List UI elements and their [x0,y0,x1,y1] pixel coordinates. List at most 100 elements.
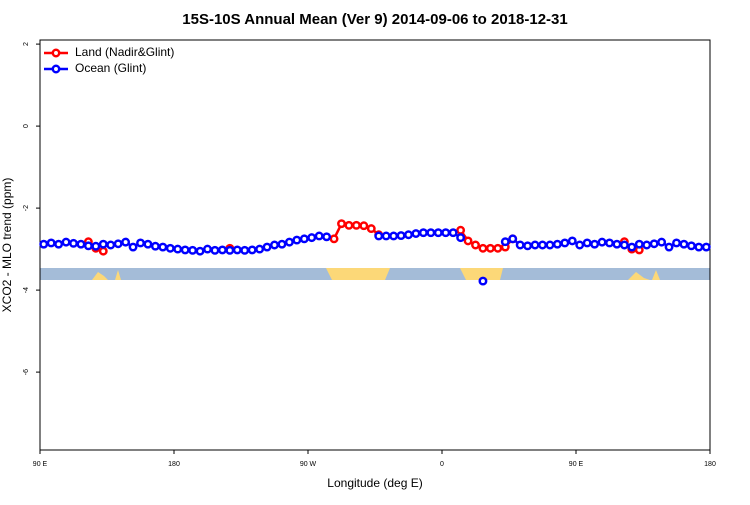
data-point [500,237,510,247]
data-point [374,231,384,241]
x-axis-label: Longitude (deg E) [327,476,422,490]
data-point [679,239,689,249]
data-point [165,243,175,253]
data-point [277,239,287,249]
land-strip [326,268,390,280]
data-point [98,246,108,256]
land-strip [92,272,108,280]
data-point [292,235,302,245]
land-strip [115,270,121,280]
x-tick-label: 180 [168,461,180,468]
legend-label: Ocean (Glint) [75,61,146,75]
y-tick-label: 2 [23,42,30,46]
data-point [433,228,443,238]
data-point [314,231,324,241]
data-point [493,243,503,253]
data-point [61,237,71,247]
data-point [441,228,451,238]
x-tick-label: 180 [704,461,716,468]
data-point [523,241,533,251]
data-point [701,242,711,252]
data-point [508,234,518,244]
x-tick-label: 90 W [300,461,317,468]
data-point [195,246,205,256]
data-point [694,242,704,252]
data-point [463,236,473,246]
data-point [448,228,458,238]
data-point [210,245,220,255]
data-point [381,231,391,241]
data-point [530,240,540,250]
land-strip [652,270,660,280]
data-point [560,238,570,248]
data-point [225,245,235,255]
data-point [426,228,436,238]
data-point [173,244,183,254]
land-strip [628,272,650,280]
land-strip [460,268,503,280]
data-point [284,237,294,247]
data-point [121,237,131,247]
data-point [389,231,399,241]
data-point [180,245,190,255]
data-point [478,276,488,286]
data-point [515,240,525,250]
data-point [262,242,272,252]
data-point [69,238,78,248]
data-point [590,239,600,249]
data-point [597,237,607,247]
data-point [351,220,361,230]
data-point [672,238,681,248]
data-point [337,219,346,229]
data-point [247,245,257,255]
data-point [471,240,480,250]
data-point [642,240,652,250]
x-tick-label: 90 E [33,461,48,468]
data-point [54,239,64,249]
data-point [456,225,466,235]
data-point [657,237,667,247]
data-point [686,241,696,251]
x-tick-label: 90 E [569,461,584,468]
data-point [366,224,376,234]
data-point [76,239,86,249]
data-point [203,244,212,254]
data-point [619,240,629,250]
data-point [217,245,227,255]
data-point [150,241,160,251]
data-point [411,229,421,238]
data-point [232,245,242,255]
data-point [404,230,413,240]
data-point [91,241,101,251]
data-point [106,240,116,250]
data-point [158,242,168,252]
data-point [307,233,317,243]
data-point [582,238,592,248]
data-point [485,243,495,253]
data-point [396,231,406,241]
data-point [136,238,145,248]
y-axis-label: XCO2 - MLO trend (ppm) [0,178,14,313]
legend-marker [51,48,61,58]
data-point [83,241,93,251]
data-point [627,242,637,252]
surface-strip [40,268,710,280]
legend-label: Land (Nadir&Glint) [75,45,174,59]
data-point [188,245,198,255]
data-point [113,239,123,249]
data-point [255,244,265,254]
data-point [128,242,138,252]
data-point [552,239,562,249]
data-point [538,240,547,250]
y-tick-label: 0 [23,124,30,128]
data-point [545,240,555,250]
data-point [329,234,339,244]
data-point [46,238,56,248]
data-point [612,239,622,249]
data-point [270,240,279,250]
data-point [39,239,49,249]
data-point [344,220,354,230]
legend-marker [51,64,61,74]
